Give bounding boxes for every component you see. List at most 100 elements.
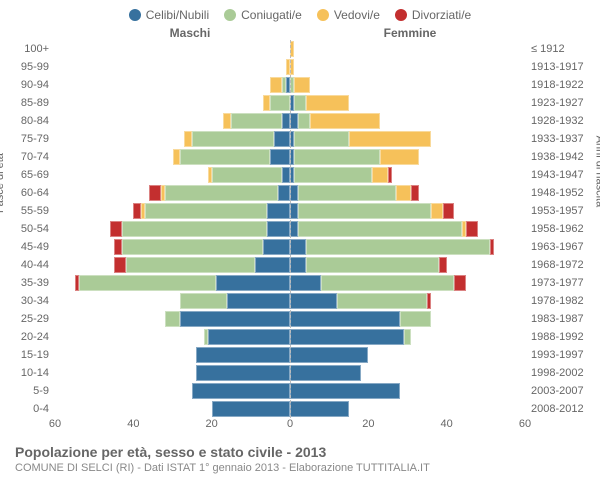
bar-segment [290, 113, 298, 129]
chart-title: Popolazione per età, sesso e stato civil… [15, 444, 585, 460]
legend-swatch [224, 9, 236, 21]
bar-segment [126, 257, 255, 273]
bar-segment [400, 311, 431, 327]
chart-subtitle: COMUNE DI SELCI (RI) - Dati ISTAT 1° gen… [15, 462, 585, 474]
bar-segment [263, 239, 290, 255]
bar-female [290, 347, 525, 363]
bar-segment [411, 185, 419, 201]
legend-item: Divorziati/e [395, 8, 471, 22]
bar-segment [274, 131, 290, 147]
bar-segment [380, 149, 419, 165]
bar-female [290, 203, 525, 219]
age-label: 75-79 [5, 133, 55, 145]
bar-segment [290, 293, 337, 309]
bar-segment [298, 113, 310, 129]
bar-segment [321, 275, 454, 291]
birth-label: 1938-1942 [525, 151, 595, 163]
bar-segment [282, 167, 290, 183]
age-label: 95-99 [5, 61, 55, 73]
center-line [290, 40, 291, 418]
bar-segment [196, 365, 290, 381]
birth-label: 1978-1982 [525, 295, 595, 307]
x-tick: 40 [127, 418, 139, 430]
bar-segment [298, 203, 431, 219]
legend-swatch [317, 9, 329, 21]
age-label: 15-19 [5, 349, 55, 361]
birth-label: 1988-1992 [525, 331, 595, 343]
bar-segment [439, 257, 447, 273]
age-label: 50-54 [5, 223, 55, 235]
bar-female [290, 59, 525, 75]
bar-segment [231, 113, 282, 129]
bar-segment [208, 329, 290, 345]
age-label: 40-44 [5, 259, 55, 271]
bar-segment [114, 239, 122, 255]
bar-segment [216, 275, 290, 291]
bar-segment [270, 95, 290, 111]
birth-label: 1928-1932 [525, 115, 595, 127]
bar-segment [122, 239, 263, 255]
bar-segment [337, 293, 427, 309]
bar-segment [180, 311, 290, 327]
birth-label: 2008-2012 [525, 403, 595, 415]
bar-segment [212, 401, 290, 417]
bar-segment [290, 383, 400, 399]
bar-segment [294, 167, 372, 183]
bar-female [290, 365, 525, 381]
legend-label: Celibi/Nubili [146, 8, 209, 22]
bar-segment [173, 149, 181, 165]
population-pyramid-chart: Celibi/NubiliConiugati/eVedovi/eDivorzia… [0, 0, 600, 500]
birth-label: 1968-1972 [525, 259, 595, 271]
bar-female [290, 131, 525, 147]
bar-segment [290, 347, 368, 363]
bar-male [55, 167, 290, 183]
x-ticks-left: 6040200 [55, 418, 290, 434]
bar-male [55, 293, 290, 309]
bar-segment [454, 275, 466, 291]
age-label: 60-64 [5, 187, 55, 199]
birth-label: 1918-1922 [525, 79, 595, 91]
bar-male [55, 131, 290, 147]
legend-label: Divorziati/e [412, 8, 471, 22]
bar-segment [165, 311, 181, 327]
bar-segment [306, 95, 349, 111]
bar-segment [372, 167, 388, 183]
age-label: 20-24 [5, 331, 55, 343]
age-label: 10-14 [5, 367, 55, 379]
legend-swatch [129, 9, 141, 21]
bar-segment [180, 149, 270, 165]
bar-male [55, 275, 290, 291]
bar-segment [294, 131, 349, 147]
bar-segment [396, 185, 412, 201]
bar-segment [255, 257, 290, 273]
bar-female [290, 383, 525, 399]
bar-segment [149, 185, 161, 201]
x-axis: 6040200 204060 [0, 418, 600, 434]
bar-female [290, 257, 525, 273]
legend-label: Coniugati/e [241, 8, 302, 22]
birth-label: 1953-1957 [525, 205, 595, 217]
age-label: 0-4 [5, 403, 55, 415]
birth-label: 1933-1937 [525, 133, 595, 145]
birth-label: 1998-2002 [525, 367, 595, 379]
bar-segment [404, 329, 412, 345]
x-tick: 40 [441, 418, 453, 430]
bar-segment [298, 221, 463, 237]
bar-segment [306, 257, 439, 273]
age-label: 5-9 [5, 385, 55, 397]
birth-label: 1943-1947 [525, 169, 595, 181]
bar-segment [349, 131, 431, 147]
age-label: 85-89 [5, 97, 55, 109]
bar-female [290, 329, 525, 345]
bar-segment [267, 221, 291, 237]
plot-area: 100+≤ 191295-991913-191790-941918-192285… [0, 40, 600, 418]
bar-male [55, 185, 290, 201]
age-label: 80-84 [5, 115, 55, 127]
bar-segment [263, 95, 271, 111]
bar-male [55, 347, 290, 363]
age-label: 35-39 [5, 277, 55, 289]
legend: Celibi/NubiliConiugati/eVedovi/eDivorzia… [0, 0, 600, 26]
bar-segment [192, 383, 290, 399]
bar-segment [490, 239, 494, 255]
age-label: 70-74 [5, 151, 55, 163]
